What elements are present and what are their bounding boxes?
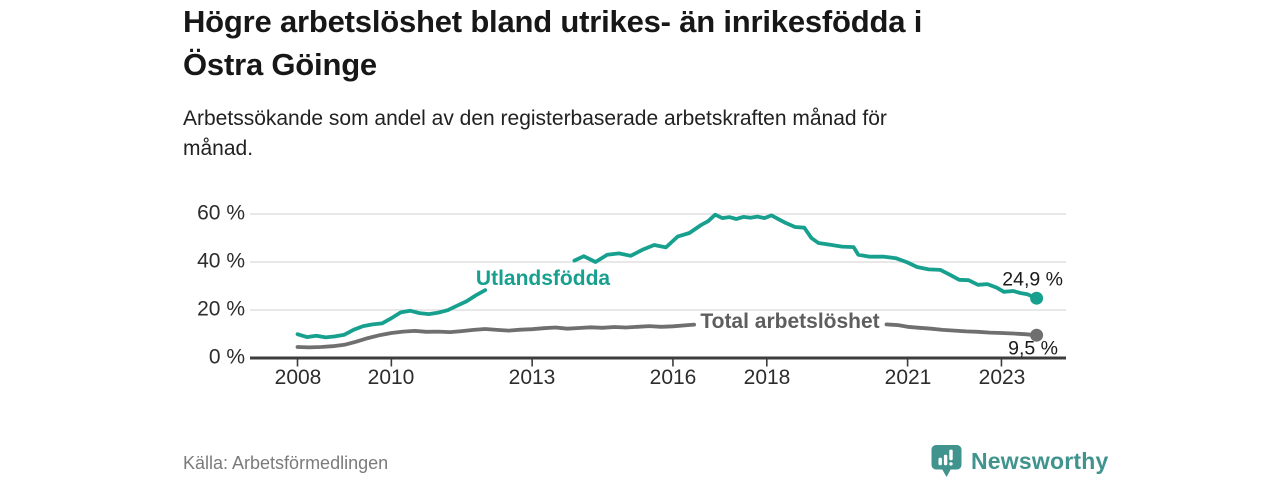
series-line-0 [572,212,1039,301]
x-axis-tick-label: 2021 [884,366,932,389]
end-value-total-arbetsloshet: 9,5 % [1008,337,1058,360]
x-axis-tick-label: 2023 [978,366,1026,389]
y-axis-tick-label: 0 % [208,345,245,369]
x-axis-tick-label: 2018 [743,366,791,389]
series-label-utlandsfodda: Utlandsfödda [475,267,611,290]
series-end-dot-1 [1030,328,1044,342]
series-line-1 [884,322,1039,338]
series-line-0 [295,288,488,340]
y-axis-tick-label: 60 % [197,201,245,225]
series-label-total-arbetsloshet: Total arbetslöshet [700,310,880,333]
subtitle-line-1: Arbetssökande som andel av den registerb… [183,107,887,130]
source-note: Källa: Arbetsförmedlingen [183,453,389,473]
series-end-dot-0 [1030,291,1044,305]
x-axis-tick-label: 2016 [649,366,697,389]
x-axis-tick-label: 2010 [367,366,415,389]
series-line-1 [295,322,696,350]
title-line-1: Högre arbetslöshet bland utrikes- än inr… [183,4,923,39]
x-axis-tick-label: 2008 [274,366,322,389]
x-axis-tick-label: 2013 [508,366,556,389]
end-value-utlandsfodda: 24,9 % [1002,268,1063,291]
y-axis-tick-label: 20 % [197,297,245,321]
y-axis-tick-label: 40 % [197,249,245,273]
newsworthy-logo: Newsworthy [930,444,1108,478]
logo-dot [949,462,953,466]
logo-bar-2 [943,454,948,466]
page-title: Högre arbetslöshet bland utrikes- än inr… [183,0,922,86]
newsworthy-pin-icon [931,445,962,477]
subtitle-line-2: månad. [183,137,254,160]
brand-name: Newsworthy [971,447,1109,474]
title-line-2: Östra Göinge [183,47,377,82]
logo-bar-1 [938,457,942,466]
logo-bar-3 [949,449,953,461]
chart-subtitle: Arbetssökande som andel av den registerb… [183,104,887,164]
